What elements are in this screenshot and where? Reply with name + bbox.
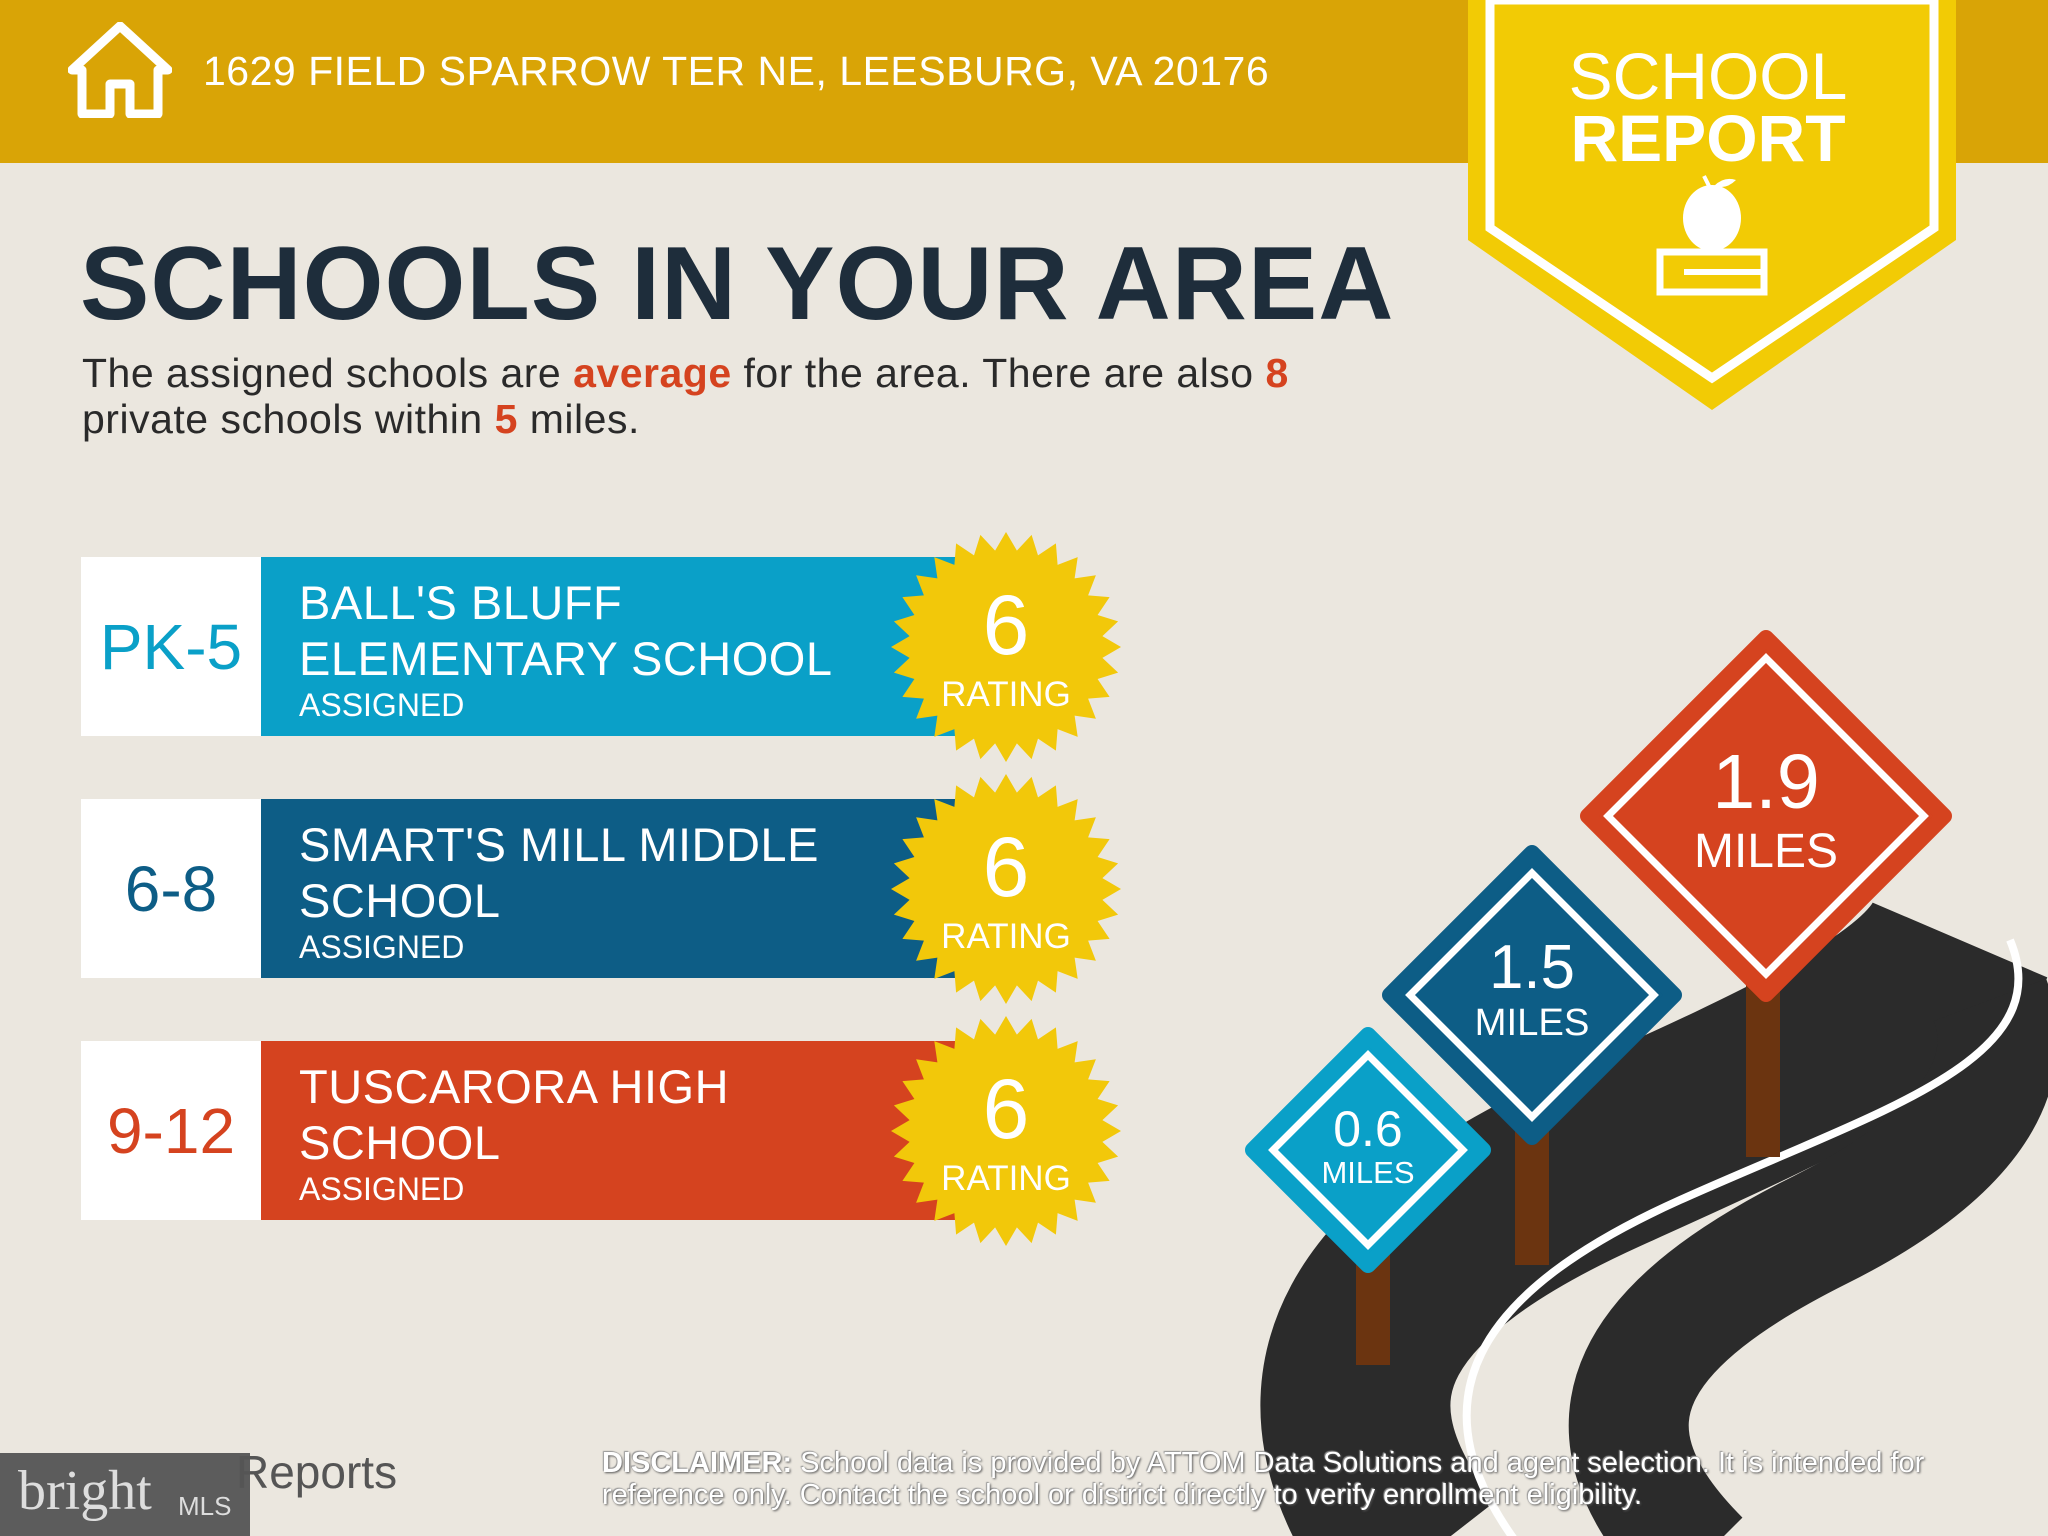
badge-title-report: REPORT <box>1570 101 1846 175</box>
distance-unit: MILES <box>1321 1155 1415 1190</box>
reports-brand: Reports <box>236 1446 398 1498</box>
intro-part: miles. <box>517 396 640 442</box>
logo-text: bright <box>18 1460 152 1522</box>
rating-value: 6 <box>982 578 1030 672</box>
radius-miles: 5 <box>494 396 518 442</box>
rating-label: RATING <box>941 917 1071 956</box>
distance-sign-label: 1.5 MILES <box>1382 936 1682 1045</box>
distance-value: 0.6 <box>1333 1100 1403 1157</box>
distance-sign <box>1580 630 1952 1002</box>
intro-part: for the area. There are also <box>731 350 1266 396</box>
assignment-status: ASSIGNED <box>299 1171 465 1207</box>
rating-value: 6 <box>982 820 1030 914</box>
rating-value: 6 <box>982 1062 1030 1156</box>
disclaimer: DISCLAIMER: School data is provided by A… <box>602 1447 1942 1511</box>
grade-range: 9-12 <box>81 1041 261 1220</box>
private-count: 8 <box>1265 350 1289 396</box>
assignment-status: ASSIGNED <box>299 929 465 965</box>
distance-sign <box>1382 845 1682 1145</box>
distance-value: 1.5 <box>1489 933 1575 1003</box>
apple-on-book-icon <box>1656 175 1768 296</box>
school-name-line2: SCHOOL <box>299 874 501 927</box>
school-name-line1: BALL'S BLUFF <box>299 576 623 629</box>
property-address: 1629 FIELD SPARROW TER NE, LEESBURG, VA … <box>203 48 1270 94</box>
school-name-line1: TUSCARORA HIGH <box>299 1060 730 1113</box>
sign-border <box>1405 868 1659 1122</box>
distance-sign-label: 1.9 MILES <box>1616 742 1916 878</box>
school-name-line1: SMART'S MILL MIDDLE <box>299 818 819 871</box>
school-report-badge <box>1468 0 1956 410</box>
distance-unit: MILES <box>1474 1001 1590 1045</box>
quality-highlight: average <box>573 350 732 396</box>
school-name-line2: SCHOOL <box>299 1116 501 1169</box>
rating-label: RATING <box>941 675 1071 714</box>
school-row: 9-12 TUSCARORA HIGH SCHOOL ASSIGNED 6 RA… <box>81 1016 1121 1246</box>
intro-text: The assigned schools are average for the… <box>82 350 1442 442</box>
rating-label: RATING <box>941 1159 1071 1198</box>
sign-border <box>1603 653 1929 979</box>
school-row: 6-8 SMART'S MILL MIDDLE SCHOOL ASSIGNED … <box>81 774 1121 1004</box>
house-icon <box>68 22 172 118</box>
distance-sign <box>1245 1027 1491 1273</box>
grade-range: 6-8 <box>81 799 261 978</box>
road <box>1260 897 2048 1536</box>
distance-value: 1.9 <box>1712 739 1820 826</box>
intro-part: The assigned schools are <box>82 350 574 396</box>
badge-title-school: SCHOOL <box>1568 39 1848 113</box>
rating-starburst-icon <box>891 532 1121 762</box>
disclaimer-label: DISCLAIMER: <box>602 1447 793 1479</box>
page-title: SCHOOLS IN YOUR AREA <box>80 226 1395 342</box>
distance-sign-label: 0.6 MILES <box>1218 1100 1518 1192</box>
school-name-line2: ELEMENTARY SCHOOL <box>299 632 833 685</box>
rating-starburst-icon <box>891 774 1121 1004</box>
sign-border <box>1268 1050 1468 1250</box>
rating-starburst-icon <box>891 1016 1121 1246</box>
grade-range: PK-5 <box>81 557 261 736</box>
bright-mls-logo: bright MLS <box>0 1453 250 1536</box>
distance-unit: MILES <box>1694 824 1838 878</box>
intro-part: private schools within <box>82 396 495 442</box>
assignment-status: ASSIGNED <box>299 687 465 723</box>
disclaimer-text: School data is provided by ATTOM Data So… <box>602 1447 1925 1511</box>
logo-suffix: MLS <box>178 1491 232 1521</box>
school-row: PK-5 BALL'S BLUFF ELEMENTARY SCHOOL ASSI… <box>81 532 1121 762</box>
